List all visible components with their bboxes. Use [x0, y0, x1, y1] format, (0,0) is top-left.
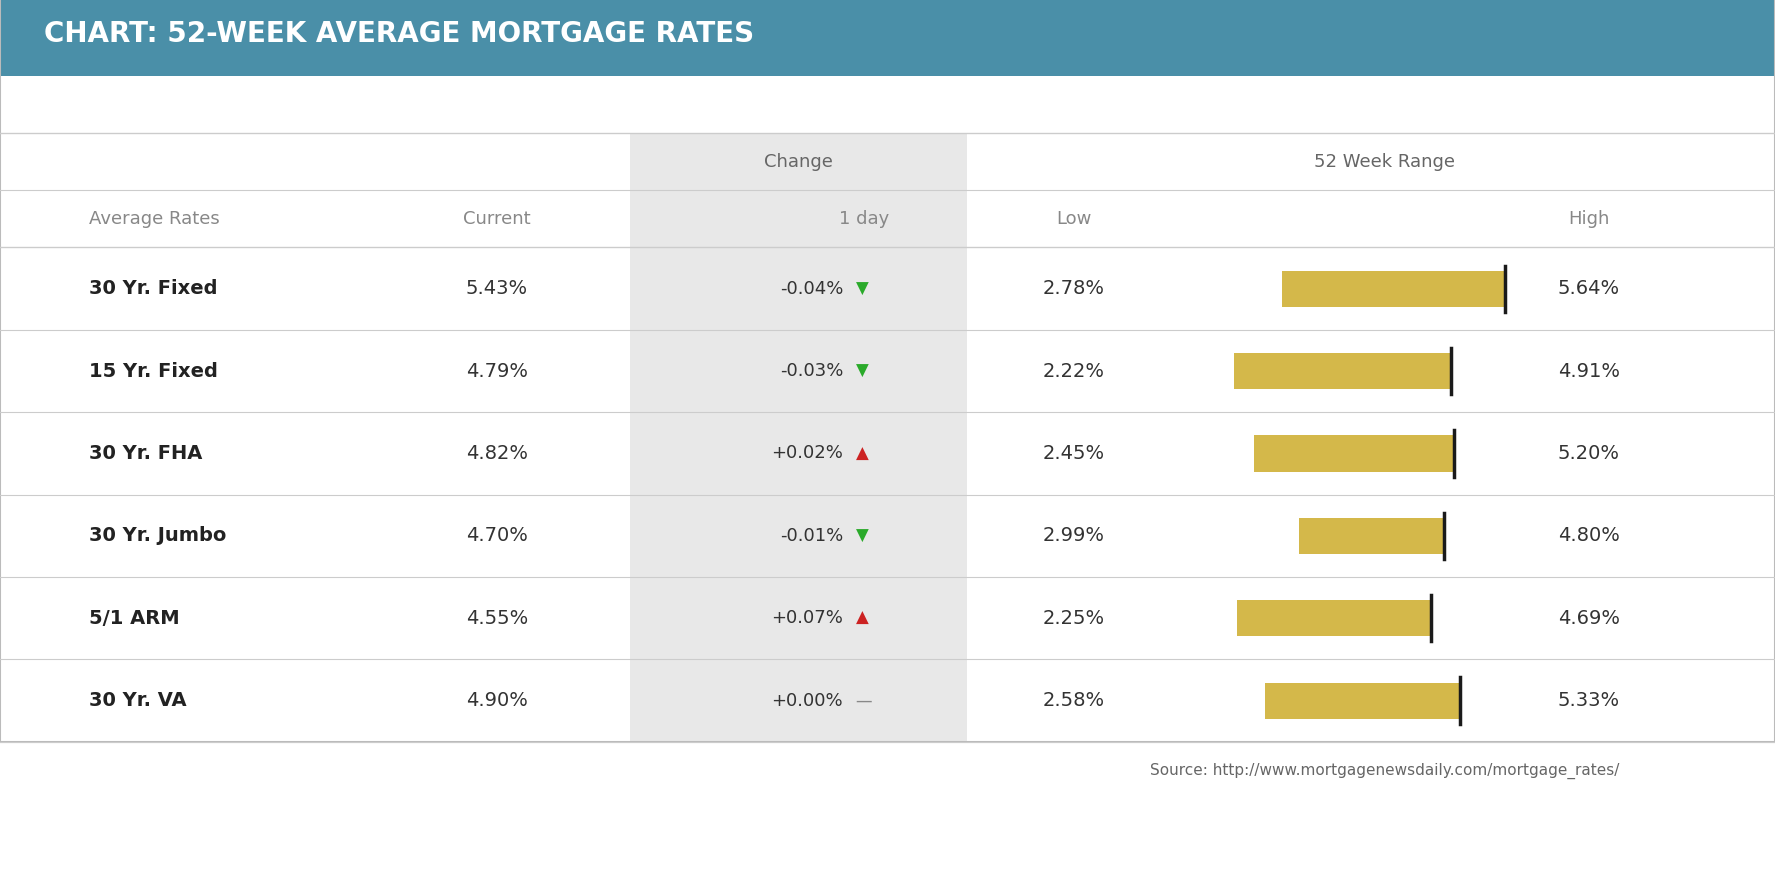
Text: 52 Week Range: 52 Week Range — [1314, 153, 1456, 171]
Text: 4.91%: 4.91% — [1558, 361, 1619, 381]
Text: 5.43%: 5.43% — [467, 279, 529, 299]
Text: 1 day: 1 day — [840, 210, 889, 228]
Text: 5.64%: 5.64% — [1558, 279, 1621, 299]
Text: 4.82%: 4.82% — [467, 444, 527, 463]
FancyBboxPatch shape — [1266, 683, 1461, 718]
Text: 2.78%: 2.78% — [1044, 279, 1104, 299]
FancyBboxPatch shape — [630, 330, 967, 412]
Text: ▼: ▼ — [856, 279, 868, 298]
Text: 30 Yr. VA: 30 Yr. VA — [89, 691, 186, 710]
Text: ▼: ▼ — [856, 362, 868, 380]
FancyBboxPatch shape — [630, 134, 967, 190]
Text: 15 Yr. Fixed: 15 Yr. Fixed — [89, 361, 218, 381]
Text: -0.03%: -0.03% — [779, 362, 843, 380]
Text: 4.79%: 4.79% — [467, 361, 527, 381]
FancyBboxPatch shape — [630, 247, 967, 330]
FancyBboxPatch shape — [630, 495, 967, 577]
Text: 4.90%: 4.90% — [467, 691, 527, 710]
FancyBboxPatch shape — [0, 330, 1775, 412]
Text: 4.55%: 4.55% — [465, 608, 529, 628]
FancyBboxPatch shape — [0, 577, 1775, 659]
Text: Change: Change — [765, 153, 832, 171]
Text: —: — — [856, 691, 872, 710]
Text: 4.69%: 4.69% — [1558, 608, 1619, 628]
Text: CHART: 52-WEEK AVERAGE MORTGAGE RATES: CHART: 52-WEEK AVERAGE MORTGAGE RATES — [44, 20, 754, 48]
FancyBboxPatch shape — [630, 659, 967, 742]
FancyBboxPatch shape — [0, 134, 1775, 190]
FancyBboxPatch shape — [630, 190, 967, 247]
FancyBboxPatch shape — [0, 190, 1775, 247]
Text: High: High — [1567, 210, 1610, 228]
Text: 2.99%: 2.99% — [1044, 526, 1104, 546]
Text: -0.01%: -0.01% — [779, 527, 843, 545]
Text: Current: Current — [463, 210, 531, 228]
FancyBboxPatch shape — [0, 247, 1775, 330]
Text: 2.25%: 2.25% — [1044, 608, 1104, 628]
Text: 4.80%: 4.80% — [1558, 526, 1619, 546]
FancyBboxPatch shape — [1299, 518, 1443, 554]
Text: 30 Yr. Fixed: 30 Yr. Fixed — [89, 279, 217, 299]
Text: 5.33%: 5.33% — [1558, 691, 1621, 710]
Text: 2.22%: 2.22% — [1044, 361, 1104, 381]
Text: Average Rates: Average Rates — [89, 210, 220, 228]
Text: Source: http://www.mortgagenewsdaily.com/mortgage_rates/: Source: http://www.mortgagenewsdaily.com… — [1150, 763, 1619, 779]
Text: +0.07%: +0.07% — [772, 609, 843, 628]
Text: ▼: ▼ — [856, 527, 868, 545]
Text: +0.02%: +0.02% — [772, 444, 843, 463]
Text: -0.04%: -0.04% — [779, 279, 843, 298]
Text: 30 Yr. FHA: 30 Yr. FHA — [89, 444, 202, 463]
Text: ▲: ▲ — [856, 609, 868, 628]
Text: 4.70%: 4.70% — [467, 526, 527, 546]
Text: 30 Yr. Jumbo: 30 Yr. Jumbo — [89, 526, 225, 546]
Text: 2.45%: 2.45% — [1044, 444, 1104, 463]
FancyBboxPatch shape — [0, 495, 1775, 577]
FancyBboxPatch shape — [1237, 600, 1431, 636]
FancyBboxPatch shape — [0, 0, 1775, 76]
FancyBboxPatch shape — [0, 659, 1775, 742]
Text: 5/1 ARM: 5/1 ARM — [89, 608, 179, 628]
Text: 2.58%: 2.58% — [1044, 691, 1104, 710]
FancyBboxPatch shape — [1282, 271, 1505, 306]
Text: +0.00%: +0.00% — [772, 691, 843, 710]
Text: ▲: ▲ — [856, 444, 868, 463]
Text: 5.20%: 5.20% — [1558, 444, 1619, 463]
FancyBboxPatch shape — [1253, 436, 1454, 471]
FancyBboxPatch shape — [630, 577, 967, 659]
FancyBboxPatch shape — [1234, 353, 1452, 389]
FancyBboxPatch shape — [0, 412, 1775, 495]
Text: Low: Low — [1056, 210, 1092, 228]
FancyBboxPatch shape — [630, 412, 967, 495]
